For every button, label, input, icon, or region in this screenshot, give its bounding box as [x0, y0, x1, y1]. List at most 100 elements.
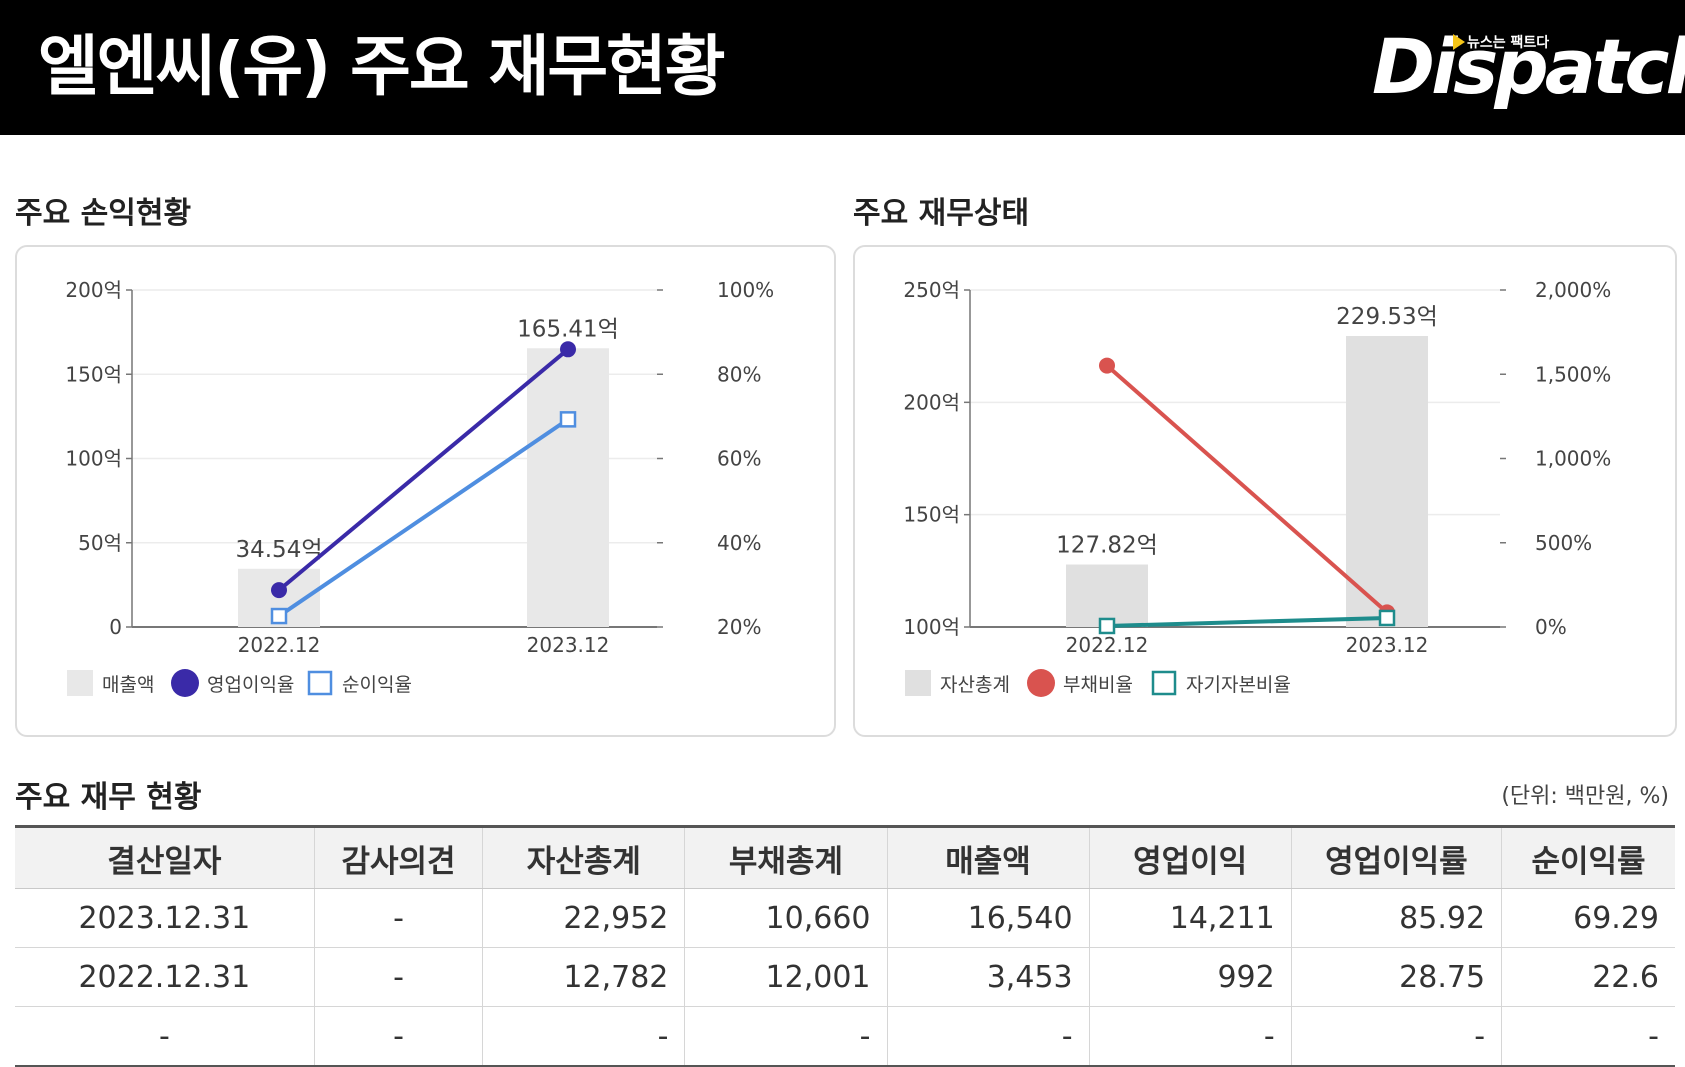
table-cell: 28.75: [1290, 947, 1502, 1007]
balance-chart: 100억 150억 200억 250억 0% 500% 1,000% 1,500% 2,000%…: [903, 278, 1611, 697]
table-cell: 69.29: [1501, 888, 1675, 948]
table-cell: 16,540: [886, 888, 1090, 948]
table-cell: -: [313, 947, 483, 1007]
bar-data-label: 165.41억: [517, 316, 619, 342]
x-tick-label: 2023.12: [527, 633, 610, 657]
y2-tick-label: 60%: [717, 447, 761, 471]
table-row: - - - - - - - -: [15, 1006, 1675, 1067]
legend-label: 부채비율: [1063, 674, 1133, 696]
legend-label: 영업이익율: [207, 674, 294, 696]
table-cell: 10,660: [684, 888, 887, 948]
y-tick-label: 200억: [903, 390, 960, 414]
series-line: [1106, 615, 1388, 628]
data-point: [1099, 357, 1115, 374]
data-point: [271, 582, 287, 599]
header-cell: 영업이익: [1088, 826, 1292, 889]
y2-tick-label: 20%: [717, 615, 761, 639]
y2-tick-label: 40%: [717, 531, 761, 555]
income-section-title: 주요 손익현황: [15, 196, 192, 231]
table-cell: 3,453: [886, 947, 1090, 1007]
y-tick-label: 150억: [65, 362, 122, 386]
data-point: [1378, 609, 1396, 627]
y2-tick-label: 80%: [717, 362, 761, 386]
table-cell: -: [1088, 1006, 1292, 1067]
bar: [1346, 335, 1428, 627]
table-row: 2023.12.31 - 22,952 10,660 16,540 14,211…: [15, 888, 1675, 948]
table-cell: 2023.12.31: [15, 888, 315, 948]
x-tick-label: 2022.12: [1066, 633, 1149, 657]
income-chart: 0 50억 100억 150억 200억 20% 40% 60% 80% 100% 34.54억 16…: [65, 278, 774, 697]
y2-tick-label: 100%: [717, 278, 774, 302]
table-cell: 992: [1088, 947, 1292, 1007]
bar-data-label: 127.82억: [1056, 532, 1158, 558]
table-header-row: 결산일자 감사의견 자산총계 부채총계 매출액 영업이익 영업이익률 순이익률: [15, 826, 1675, 889]
legend-swatch: [171, 669, 199, 697]
table-cell: 14,211: [1088, 888, 1292, 948]
header-cell: 결산일자: [15, 826, 315, 889]
header-cell: 영업이익률: [1290, 826, 1502, 889]
bar-data-label: 34.54억: [235, 537, 322, 563]
legend-swatch: [1027, 669, 1055, 697]
table-cell: -: [1290, 1006, 1502, 1067]
header-cell: 자산총계: [482, 826, 685, 889]
table-cell: -: [313, 888, 483, 948]
logo-play-icon: [1453, 34, 1465, 50]
table-cell: -: [886, 1006, 1090, 1067]
financial-table: 결산일자 감사의견 자산총계 부채총계 매출액 영업이익 영업이익률 순이익률 …: [15, 825, 1675, 1067]
table-cell: 2022.12.31: [15, 947, 315, 1007]
table-section-title: 주요 재무 현황: [15, 780, 202, 815]
y-tick-label: 200억: [65, 278, 122, 302]
table-cell: -: [482, 1006, 685, 1067]
bar-data-label: 229.53억: [1336, 304, 1438, 330]
header-cell: 감사의견: [313, 826, 483, 889]
y-tick-label: 100억: [65, 447, 122, 471]
balance-section-title: 주요 재무상태: [853, 196, 1030, 231]
bar: [527, 348, 609, 627]
legend-swatch: [307, 670, 333, 696]
x-tick-label: 2022.12: [238, 633, 321, 657]
balance-chart-card: 100억 150억 200억 250억 0% 500% 1,000% 1,500% 2,000%…: [853, 245, 1677, 737]
data-point: [559, 411, 577, 428]
table-cell: -: [684, 1006, 887, 1067]
table-cell: 12,782: [482, 947, 685, 1007]
page-title: 엘엔씨(유) 주요 재무현황: [38, 28, 725, 105]
header-cell: 순이익률: [1501, 826, 1675, 889]
legend-label: 자산총계: [940, 674, 1010, 696]
header-cell: 부채총계: [684, 826, 887, 889]
series-line: [277, 347, 570, 592]
logo-tagline: 뉴스는 팩트다: [1467, 35, 1550, 51]
bar: [1066, 564, 1148, 627]
y2-tick-label: 1,000%: [1535, 447, 1611, 471]
table-cell: -: [15, 1006, 315, 1067]
y-tick-label: 100억: [903, 615, 960, 639]
header-cell: 매출액: [886, 826, 1090, 889]
y2-tick-label: 0%: [1535, 615, 1567, 639]
y2-tick-label: 2,000%: [1535, 278, 1611, 302]
table-cell: -: [313, 1006, 483, 1067]
y2-tick-label: 1,500%: [1535, 362, 1611, 386]
legend-swatch: [67, 670, 93, 696]
logo-wordmark: Dispatch: [1372, 22, 1685, 111]
x-tick-label: 2023.12: [1346, 633, 1429, 657]
table-cell: 22.6: [1501, 947, 1675, 1007]
table-row: 2022.12.31 - 12,782 12,001 3,453 992 28.…: [15, 947, 1675, 1007]
legend-label: 매출액: [102, 674, 154, 696]
series-line: [277, 417, 570, 618]
y-tick-label: 250억: [903, 278, 960, 302]
y-tick-label: 150억: [903, 503, 960, 527]
table-cell: 12,001: [684, 947, 887, 1007]
data-point: [270, 607, 288, 625]
y-tick-label: 50억: [78, 531, 122, 555]
legend-swatch: [905, 670, 931, 696]
legend-label: 순이익율: [342, 674, 412, 696]
unit-note: (단위: 백만원, %): [1501, 784, 1669, 809]
y2-tick-label: 500%: [1535, 531, 1592, 555]
table-cell: 85.92: [1290, 888, 1502, 948]
legend-swatch: [1151, 670, 1177, 696]
data-point: [1098, 617, 1116, 635]
table-cell: 22,952: [482, 888, 685, 948]
table-cell: -: [1501, 1006, 1675, 1067]
legend-label: 자기자본비율: [1186, 674, 1291, 696]
dispatch-logo: Dispatch 뉴스는 팩트다: [1372, 22, 1685, 117]
income-chart-card: 0 50억 100억 150억 200억 20% 40% 60% 80% 100% 34.54억 16…: [15, 245, 836, 737]
